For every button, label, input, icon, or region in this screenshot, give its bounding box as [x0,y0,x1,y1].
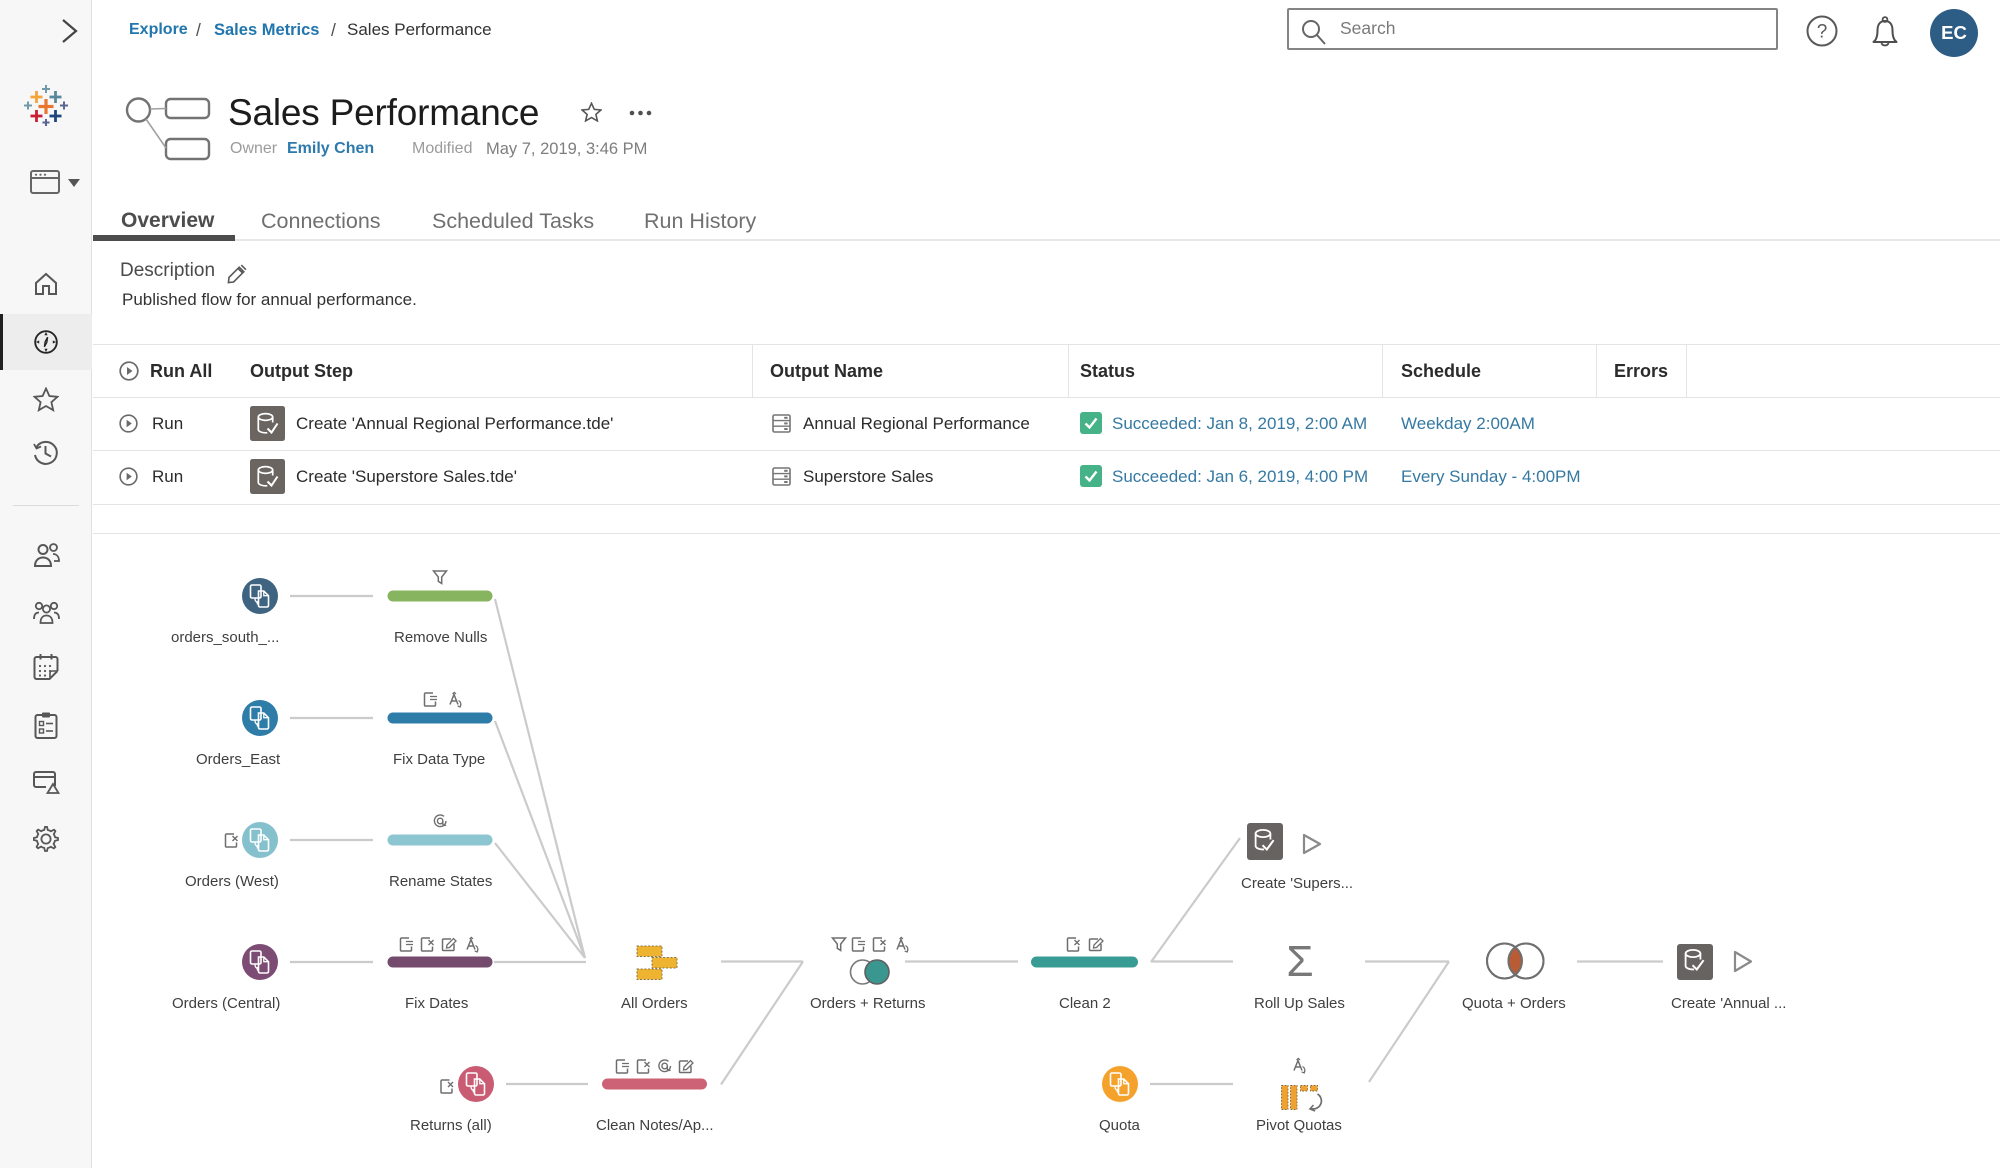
svg-text:Σ: Σ [1286,937,1313,986]
svg-text:?: ? [1817,22,1828,43]
